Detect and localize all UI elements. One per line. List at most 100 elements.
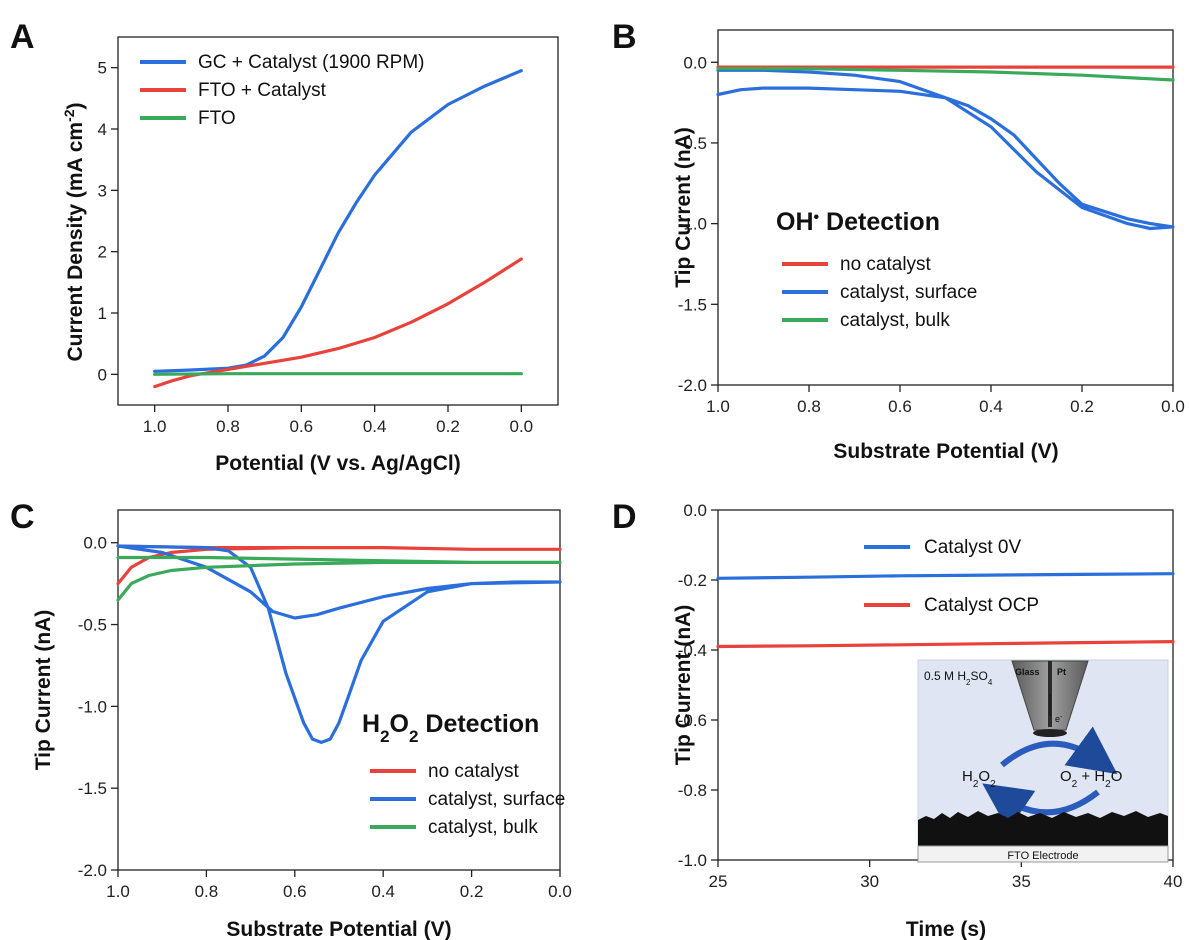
- annotation-c: H2O2 Detection: [362, 710, 539, 746]
- y-tick-label-c: -2.0: [78, 861, 107, 880]
- legend-label-b-bulk: catalyst, bulk: [840, 310, 950, 331]
- panel-a: 1.0 0.8 0.6 0.4 0.2 0.0 0 1 2 3 4 5 Potential (V vs.…: [10, 18, 559, 475]
- legend-label-c-surface: catalyst, surface: [428, 789, 565, 810]
- series-line-c-1: [116, 544, 562, 745]
- axes-frame-b: [717, 29, 1174, 386]
- inset-schematic: 0.5 M H2SO4 Glass Pt e- H2O2 O2 + H2O Py…: [917, 659, 1169, 863]
- x-axis-title-b: Substrate Potential (V): [833, 440, 1058, 463]
- legend-label-fto-cat: FTO + Catalyst: [198, 80, 327, 101]
- reactant-label: H2O2: [962, 768, 996, 790]
- cycle-arrow-top: [1000, 726, 1118, 775]
- y-tick-label-c: 0.0: [83, 534, 107, 553]
- tip-glass-label: Glass: [1015, 667, 1040, 677]
- y-tick-label-a: 5: [98, 59, 107, 78]
- y-tick-label-b: -1.0: [678, 215, 707, 234]
- legend-label-c-bulk: catalyst, bulk: [428, 817, 538, 838]
- panel-letter-d: D: [612, 498, 637, 536]
- y-tick-label-d: -0.8: [678, 781, 707, 800]
- panel-letter-b: B: [612, 18, 637, 56]
- electron-label: e-: [1055, 714, 1063, 725]
- legend-d: Catalyst 0V Catalyst OCP: [864, 537, 1039, 616]
- y-tick-label-b: -1.5: [678, 295, 707, 314]
- x-tick-label-b: 0.4: [979, 397, 1003, 416]
- x-tick-label-a: 0.6: [290, 417, 314, 436]
- panel-letter-c: C: [10, 498, 35, 536]
- x-tick-label-c: 0.8: [195, 882, 219, 901]
- product-label: O2 + H2O: [1060, 768, 1122, 790]
- y-axis-title-c: Tip Current (nA): [32, 610, 55, 771]
- legend-label-b-surface: catalyst, surface: [840, 282, 977, 303]
- x-tick-label-a: 0.4: [363, 417, 387, 436]
- y-axis-title-d: Tip Current (nA): [672, 605, 695, 766]
- y-tick-label-a: 4: [98, 120, 107, 139]
- series-line-b-2: [716, 67, 1175, 82]
- catalyst-label: Pyrolyzed Fe-N-C Catalyst: [966, 827, 1120, 842]
- inset-solution-label: 0.5 M H2SO4: [924, 669, 993, 687]
- legend-label-b-none: no catalyst: [840, 254, 932, 275]
- series-line-b-1: [716, 68, 1175, 231]
- annotation-b: OH• Detection: [776, 208, 940, 236]
- tip-disk: [1033, 729, 1067, 737]
- y-tick-label-b: -0.5: [678, 134, 707, 153]
- legend-label-d-0v: Catalyst 0V: [924, 537, 1021, 558]
- cycle-arrow-bottom: [982, 783, 1100, 831]
- x-tick-label-b: 0.6: [888, 397, 912, 416]
- y-tick-label-a: 2: [98, 243, 107, 262]
- y-tick-label-a: 0: [98, 365, 107, 384]
- y-tick-label-c: -0.5: [78, 616, 107, 635]
- y-axis-title-a: Current Density (mA cm-2): [61, 102, 87, 361]
- x-axis-title-d: Time (s): [906, 918, 986, 940]
- x-tick-label-b: 0.8: [797, 397, 821, 416]
- x-axis-title-c: Substrate Potential (V): [226, 918, 451, 940]
- fto-electrode-label: FTO Electrode: [1007, 850, 1078, 862]
- x-tick-label-c: 0.4: [371, 882, 395, 901]
- legend-c: no catalyst catalyst, surface catalyst, …: [370, 761, 565, 838]
- series-line-a-1: [153, 257, 523, 389]
- tip-pt-label: Pt: [1057, 667, 1066, 677]
- y-tick-label-d: -0.4: [678, 641, 707, 660]
- x-tick-label-d: 35: [1012, 872, 1031, 891]
- y-tick-label-d: -1.0: [678, 851, 707, 870]
- x-tick-label-d: 30: [860, 872, 879, 891]
- legend-label-fto: FTO: [198, 108, 236, 129]
- x-tick-label-d: 25: [709, 872, 728, 891]
- x-tick-label-b: 1.0: [706, 397, 730, 416]
- axes-frame-a: [117, 36, 559, 406]
- legend-label-d-ocp: Catalyst OCP: [924, 595, 1039, 616]
- x-tick-label-a: 0.8: [216, 417, 240, 436]
- x-tick-label-c: 0.6: [283, 882, 307, 901]
- series-line-d-0: [716, 572, 1175, 580]
- y-tick-label-d: -0.6: [678, 711, 707, 730]
- x-tick-label-c: 1.0: [106, 882, 130, 901]
- panel-c: 1.0 0.8 0.6 0.4 0.2 0.0 0.0 -0.5 -1.0 -1.5 -2.0 Sub…: [10, 498, 572, 940]
- x-tick-label-c: 0.2: [460, 882, 484, 901]
- legend-b: no catalyst catalyst, surface catalyst, …: [782, 254, 977, 331]
- x-tick-label-d: 40: [1164, 872, 1183, 891]
- catalyst-layer: [918, 811, 1168, 846]
- series-line-c-2: [116, 555, 562, 602]
- y-tick-label-c: -1.5: [78, 779, 107, 798]
- panel-b: 1.0 0.8 0.6 0.4 0.2 0.0 0.0 -0.5 -1.0 -1.5 -2.0 Sub…: [612, 18, 1185, 463]
- x-axis-title-a: Potential (V vs. Ag/AgCl): [215, 452, 460, 475]
- fto-electrode: [917, 845, 1169, 863]
- x-tick-label-c: 0.0: [548, 882, 572, 901]
- x-tick-label-b: 0.0: [1161, 397, 1185, 416]
- legend-label-gc: GC + Catalyst (1900 RPM): [198, 52, 425, 73]
- y-tick-label-b: -2.0: [678, 376, 707, 395]
- series-line-d-1: [716, 639, 1175, 649]
- y-tick-label-a: 3: [98, 181, 107, 200]
- y-tick-label-c: -1.0: [78, 697, 107, 716]
- axes-frame-c: [117, 509, 561, 871]
- y-tick-label-b: 0.0: [683, 53, 707, 72]
- y-tick-label-a: 1: [98, 304, 107, 323]
- legend-label-c-none: no catalyst: [428, 761, 520, 782]
- panel-letter-a: A: [10, 18, 35, 56]
- x-tick-label-a: 0.2: [436, 417, 460, 436]
- series-line-a-2: [153, 372, 523, 376]
- y-axis-title-b: Tip Current (nA): [672, 127, 695, 288]
- x-tick-label-a: 0.0: [510, 417, 534, 436]
- legend-a: GC + Catalyst (1900 RPM) FTO + Catalyst …: [140, 52, 425, 129]
- x-tick-label-a: 1.0: [143, 417, 167, 436]
- y-tick-label-d: 0.0: [683, 501, 707, 520]
